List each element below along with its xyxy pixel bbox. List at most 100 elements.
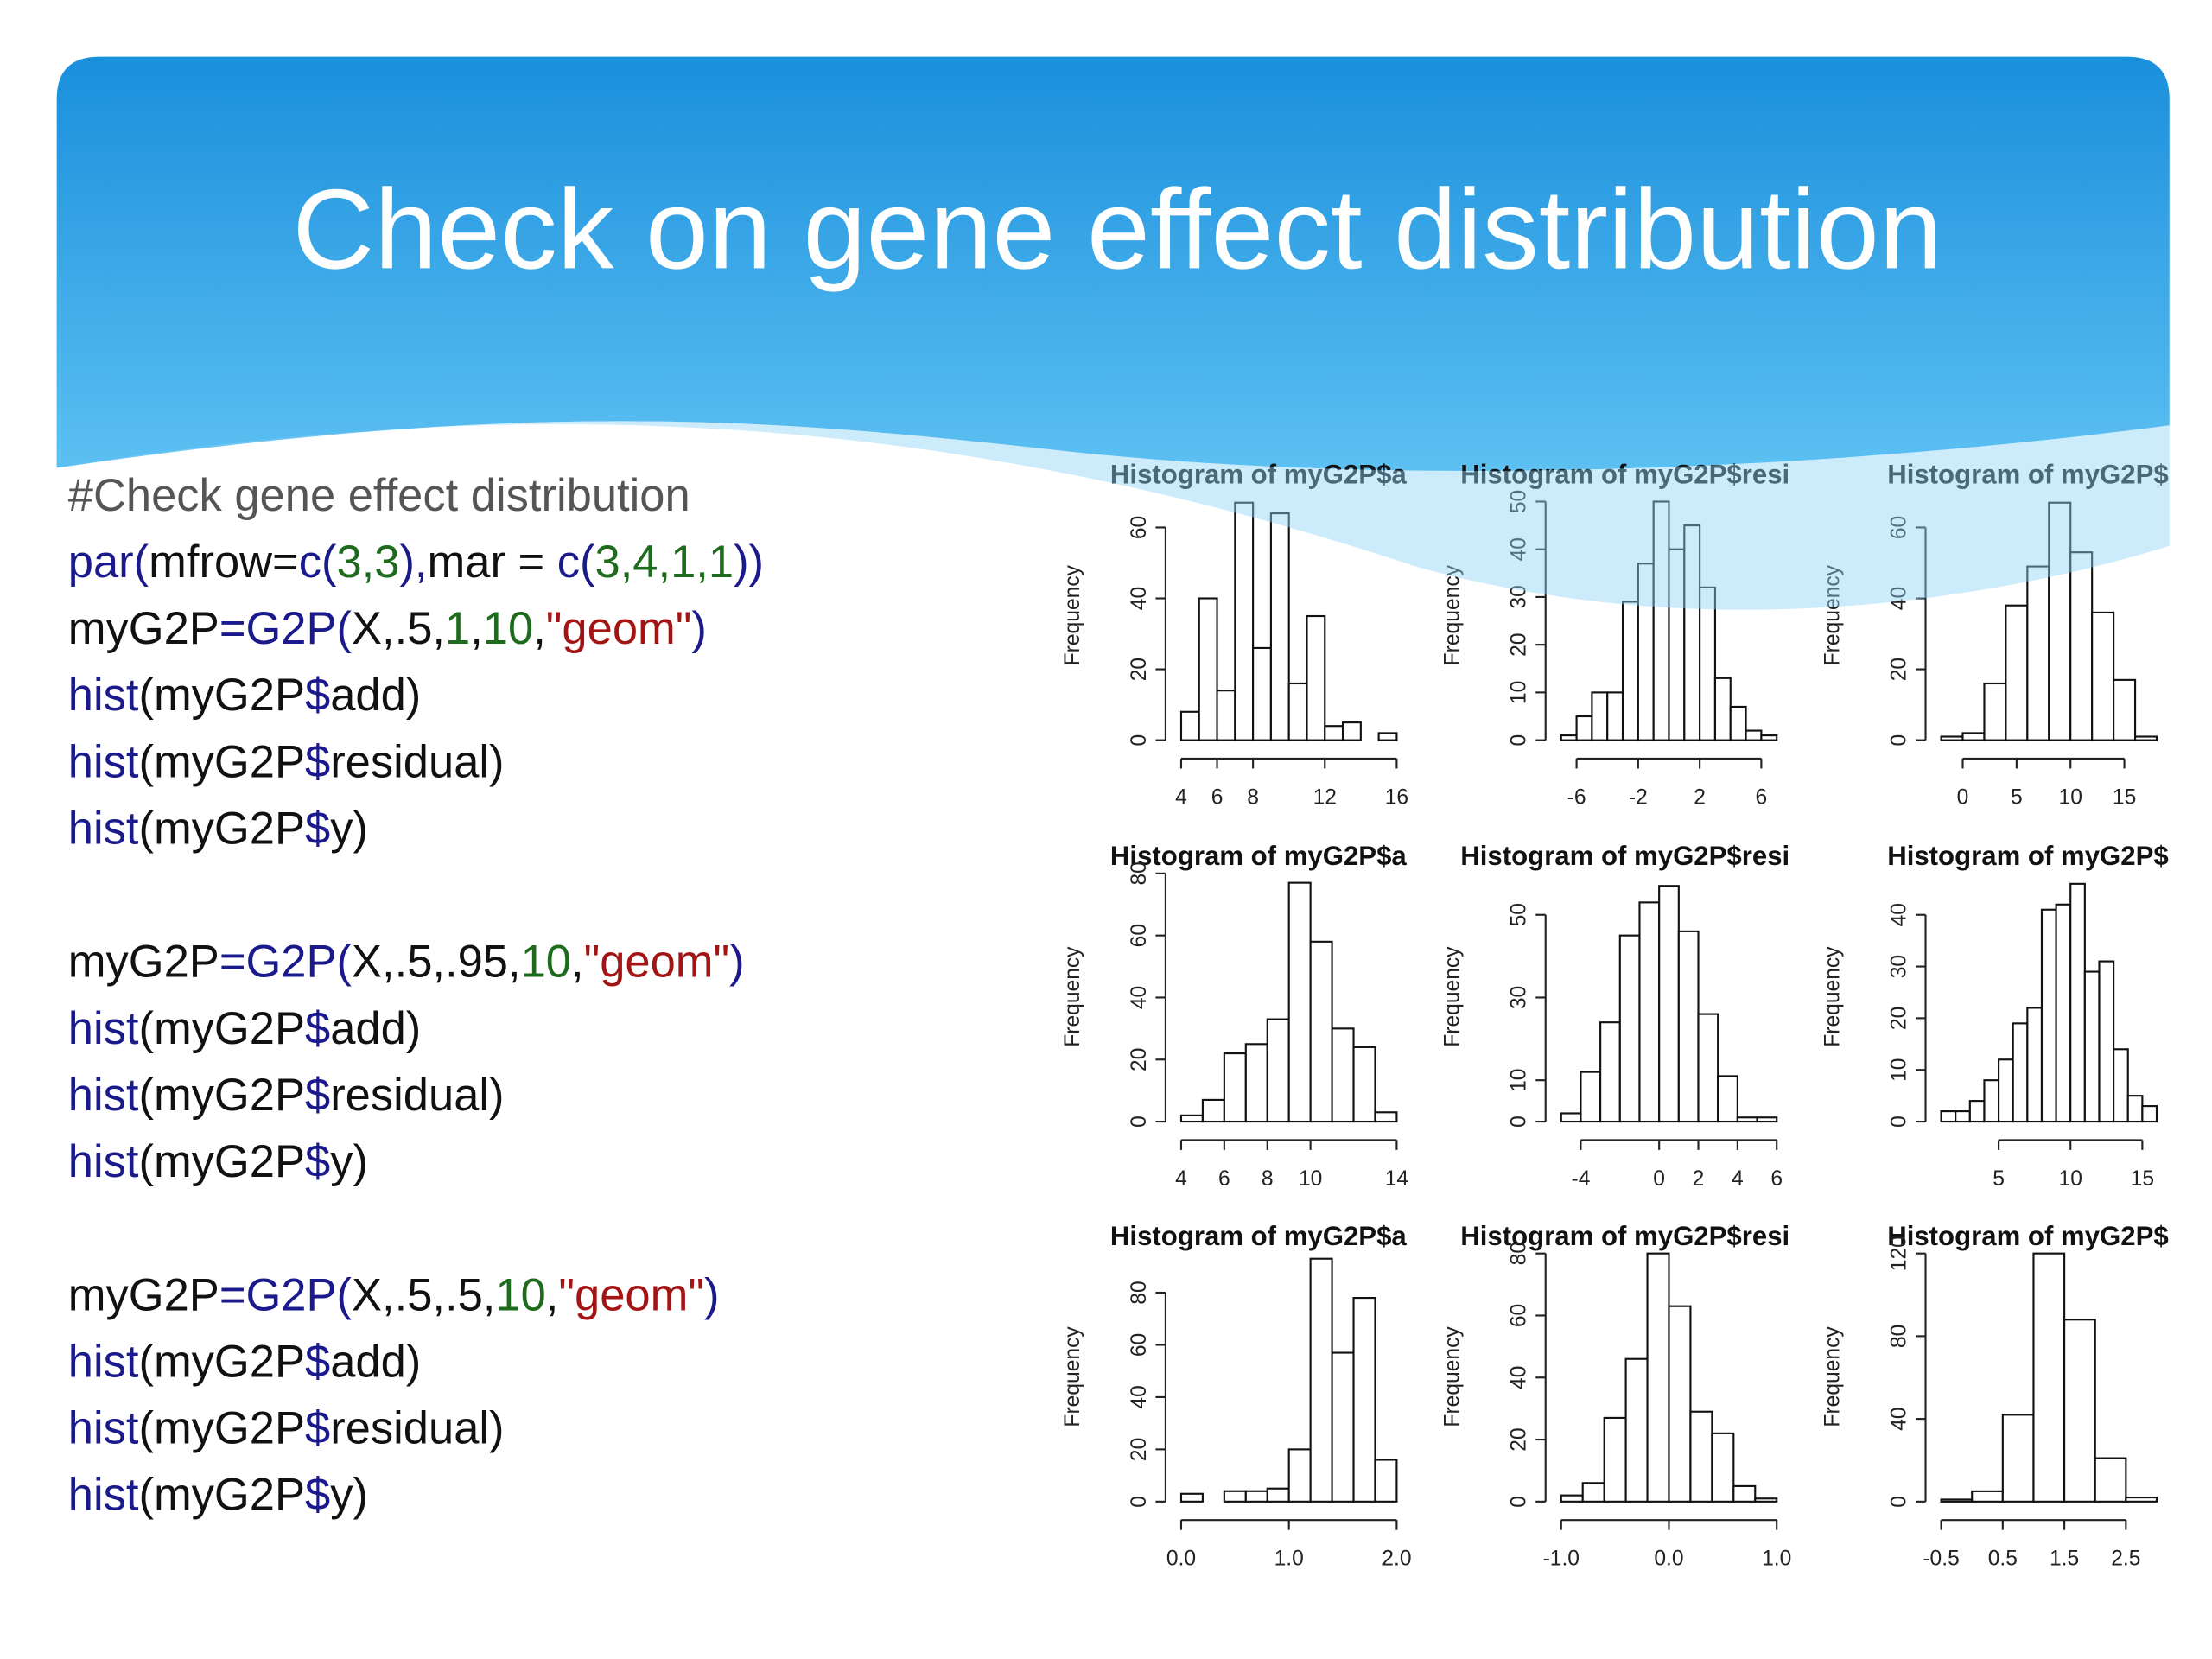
code-token: (myG2P: [138, 1070, 305, 1121]
y-tick-label: 60: [1888, 516, 1911, 539]
bar: [1668, 1305, 1692, 1503]
x-tick-label: 15: [2131, 1167, 2154, 1191]
code-token: mar =: [428, 537, 557, 588]
code-token: y): [330, 803, 368, 854]
bar: [1581, 1482, 1605, 1503]
bar: [2069, 551, 2094, 741]
x-tick-label: 10: [2059, 1167, 2082, 1191]
bar: [1223, 1052, 1247, 1123]
y-tick-label: 0: [1888, 1496, 1911, 1508]
code-token: ,: [546, 1269, 559, 1320]
code-token: hist: [68, 1136, 139, 1187]
y-tick-label: 0: [1508, 1116, 1531, 1128]
y-tick-label: 20: [1888, 1007, 1911, 1030]
banner-wave: [56, 421, 2170, 610]
y-tick-label: 80: [1508, 1242, 1531, 1265]
code-line: hist(myG2P$y): [68, 1470, 368, 1521]
bar: [1179, 710, 1200, 741]
bar: [1580, 1071, 1602, 1123]
x-tick-label: 2.0: [1382, 1548, 1411, 1571]
code-token: X,.5,.95,: [352, 937, 521, 988]
histogram: Histogram of myG2P$resi Frequency -4 0 2 4 6 0 1…: [1441, 841, 1790, 1191]
x-tick-label: 8: [1247, 785, 1259, 809]
code-token: hist: [68, 670, 139, 721]
code-line: hist(myG2P$residual): [68, 1403, 505, 1454]
x-tick-label: 6: [1211, 785, 1224, 809]
code-token: "geom": [584, 937, 730, 988]
bar: [1646, 1252, 1670, 1503]
bar: [1697, 1013, 1719, 1123]
x-tick-label: 2: [1693, 1167, 1705, 1191]
bar: [1352, 1296, 1376, 1503]
y-tick-label: 0: [1508, 734, 1531, 747]
y-tick-label: 50: [1508, 490, 1531, 513]
bar: [1940, 1110, 1957, 1123]
code-token: 10: [521, 937, 571, 988]
bar: [1729, 705, 1747, 741]
bar: [1591, 691, 1609, 741]
bar: [2141, 1105, 2158, 1123]
bar: [1998, 1058, 2014, 1123]
x-tick-label: 5: [1993, 1167, 2005, 1191]
y-tick-label: 60: [1128, 516, 1151, 539]
y-axis-label: Frequency: [1441, 1326, 1465, 1427]
code-token: $: [305, 1403, 330, 1454]
bar: [1179, 1492, 1204, 1503]
code-token: myG2P: [68, 1269, 219, 1320]
code-token: ,: [571, 937, 584, 988]
bar: [1940, 735, 1964, 741]
y-tick-label: 0: [1128, 734, 1151, 747]
bar: [2069, 882, 2086, 1123]
code-token: "geom": [546, 603, 692, 654]
bar: [1638, 901, 1661, 1123]
x-tick-label: 2.5: [2111, 1548, 2140, 1571]
bar: [2032, 1252, 2066, 1503]
code-token: myG2P: [68, 603, 219, 654]
bar: [1760, 734, 1778, 741]
bar: [1269, 512, 1290, 741]
bar: [1287, 1448, 1312, 1503]
code-token: add): [330, 1336, 421, 1387]
y-tick-label: 50: [1508, 903, 1531, 926]
bar: [1606, 691, 1624, 741]
y-tick-label: 20: [1128, 1048, 1151, 1071]
y-tick-label: 80: [1128, 1281, 1151, 1304]
bar: [1309, 940, 1333, 1123]
x-tick-label: 14: [1385, 1167, 1408, 1191]
code-token: #Check gene effect distribution: [68, 470, 690, 521]
title-banner: [56, 56, 2170, 471]
bar: [1732, 1484, 1757, 1503]
histogram-title: Histogram of myG2P$resi: [1460, 460, 1789, 490]
y-tick-label: 40: [1888, 903, 1911, 926]
bar: [2012, 1022, 2029, 1123]
code-token: add): [330, 1003, 421, 1054]
bar: [1560, 734, 1578, 741]
histogram-title: Histogram of myG2P$resi: [1460, 1221, 1789, 1251]
bar: [2126, 1095, 2144, 1123]
code-token: $: [305, 1003, 330, 1054]
bar: [2133, 735, 2158, 741]
bar: [1599, 1021, 1621, 1123]
code-token: y): [330, 1470, 368, 1521]
code-token: $: [305, 1070, 330, 1121]
bar: [1244, 1490, 1268, 1503]
bar: [1983, 682, 2007, 741]
x-tick-label: 4: [1175, 1167, 1187, 1191]
code-token: (myG2P: [138, 736, 305, 787]
code-token: hist: [68, 736, 139, 787]
x-tick-label: 2: [1694, 785, 1706, 809]
code-token: =G2P(: [219, 1269, 353, 1320]
y-tick-label: 20: [1508, 632, 1531, 656]
bar: [1377, 732, 1398, 741]
y-tick-label: 40: [1508, 1366, 1531, 1389]
y-tick-label: 40: [1128, 587, 1151, 610]
y-tick-label: 20: [1128, 658, 1151, 681]
histogram-title: Histogram of myG2P$: [1887, 1221, 2169, 1251]
code-token: c(: [299, 537, 337, 588]
bar: [1575, 715, 1593, 741]
code-token: 10: [483, 603, 533, 654]
y-tick-label: 60: [1128, 1333, 1151, 1357]
x-tick-label: 0.0: [1166, 1548, 1196, 1571]
